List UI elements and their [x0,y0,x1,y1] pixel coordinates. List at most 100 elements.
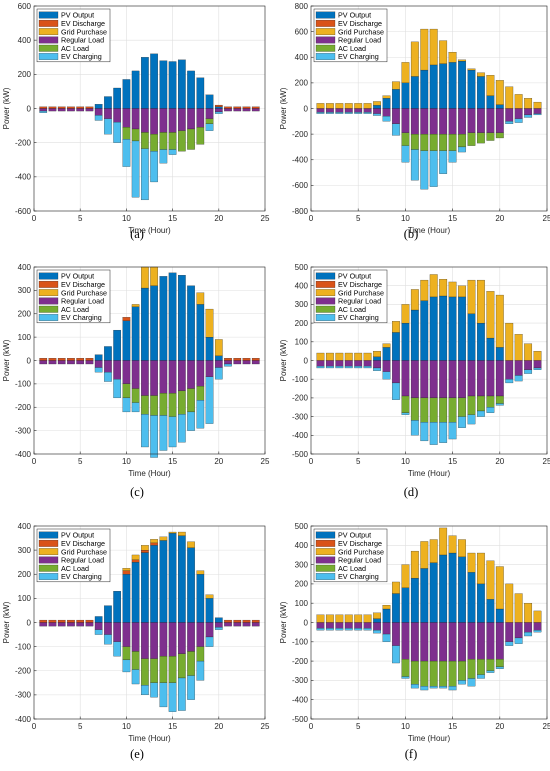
y-tick-label: 400 [18,36,32,45]
bar-segment [505,622,514,642]
bar-segment [420,422,429,442]
bar-segment [131,651,140,670]
bar-segment [514,375,523,382]
x-tick-label: 25 [543,214,550,223]
bar-segment [159,132,168,150]
bar-segment [448,660,457,687]
bar-segment [150,545,158,623]
bar-segment [363,112,372,114]
bar-segment [48,106,57,109]
bar-segment [363,103,372,109]
bar-segment [150,622,158,659]
bar-segment [131,402,140,413]
bar-segment [187,360,195,389]
bar-segment [94,367,103,373]
bar-segment [495,132,504,139]
bar-segment [150,360,158,396]
bar-segment [392,645,400,664]
bar-segment [178,360,186,392]
bar-segment [178,531,186,536]
bar-segment [354,103,363,109]
bar-segment [344,108,353,113]
bar-segment [495,294,504,348]
bar-segment [495,608,504,623]
bar-segment [214,360,223,368]
bar-segment [429,134,438,151]
y-tick-label: 400 [295,282,309,291]
bar-segment [448,52,457,63]
bar-segment [486,95,495,109]
bar-segment [85,619,94,623]
bar-segment [401,360,410,397]
x-tick-label: 15 [448,457,457,466]
bar-segment [401,395,410,413]
legend-swatch [315,272,336,280]
bar-segment [524,603,533,623]
bar-segment [420,279,429,301]
bar-segment [57,108,66,112]
bar-segment [533,622,542,631]
bar-segment [57,106,66,109]
bar-segment [458,134,466,148]
bar-segment [67,619,75,623]
legend-entry: Grid Purchase [338,27,384,36]
bar-segment [168,108,177,133]
bar-segment [325,628,334,631]
bar-segment [39,619,48,623]
y-tick-label: -400 [292,696,309,705]
bar-segment [382,371,391,380]
bar-segment [401,676,410,679]
legend-swatch [38,531,59,539]
bar-segment [76,622,85,627]
bar-segment [439,134,448,151]
bar-segment [141,108,149,133]
bar-segment [104,346,112,361]
x-tick-label: 20 [495,214,504,223]
bar-segment [410,684,419,689]
bar-segment [141,550,149,553]
bar-segment [533,360,542,369]
legend-entry: Grid Purchase [61,288,107,297]
bar-segment [178,677,186,711]
bar-segment [187,285,195,361]
bar-segment [410,309,419,361]
bar-segment [420,660,429,687]
y-tick-label: 500 [295,263,309,272]
x-tick-label: 5 [356,722,361,731]
bar-segment [467,622,476,660]
bar-segment [104,108,112,119]
bar-segment [363,614,372,623]
x-tick-label: 15 [168,214,177,223]
bar-segment [196,127,205,145]
bar-segment [131,304,140,307]
bar-segment [495,566,504,610]
bar-segment [316,622,325,629]
bar-segment [159,393,168,416]
bar-segment [242,358,251,361]
x-axis-label: Time (Hour) [408,226,451,235]
bar-segment [448,108,457,135]
legend-swatch [315,531,336,539]
bar-segment [439,422,448,443]
bar-segment [373,113,381,116]
bar-segment [477,279,485,324]
bar-segment [233,360,242,365]
bar-segment [495,395,504,404]
panel-caption: (e) [130,747,144,761]
bar-segment [141,622,149,659]
legend-swatch [315,314,336,321]
bar-segment [439,686,448,689]
bar-segment [458,285,466,298]
bar-segment [410,660,419,685]
bar-segment [325,360,334,367]
bar-segment [205,118,214,124]
y-axis-label: Power (kW) [279,339,288,381]
bar-segment [344,365,353,369]
y-tick-label: 0 [27,104,32,113]
bar-segment [458,146,466,153]
chart-panel-3: 0 5 10 15 20 25 -400 -300 -200 -100 0 100 200 300 400 T… [2,263,270,499]
bar-segment [122,317,131,321]
bar-segment [325,103,334,109]
